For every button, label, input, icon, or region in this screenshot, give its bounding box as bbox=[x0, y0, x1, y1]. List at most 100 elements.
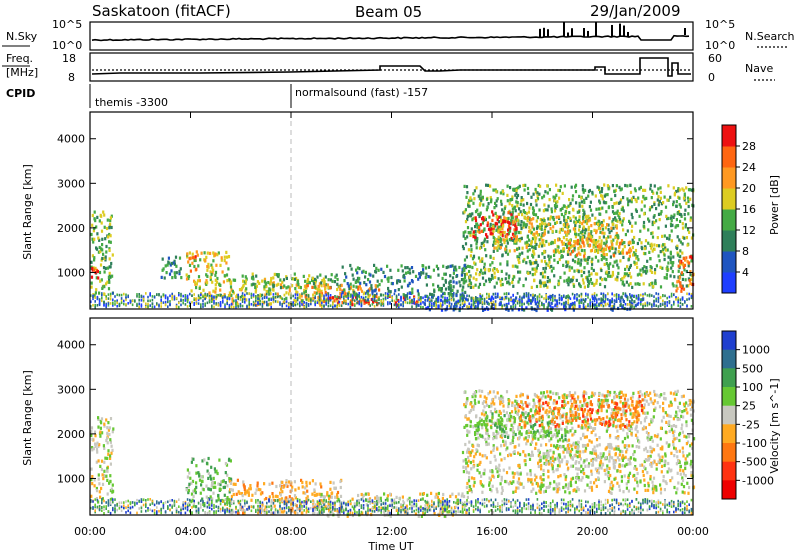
heatmap-cell bbox=[603, 252, 606, 257]
heatmap-cell bbox=[573, 243, 576, 248]
heatmap-cell bbox=[578, 228, 581, 232]
heatmap-cell bbox=[666, 304, 668, 307]
heatmap-cell bbox=[585, 298, 587, 301]
heatmap-cell bbox=[583, 212, 586, 217]
heatmap-cell bbox=[95, 225, 98, 229]
heatmap-cell bbox=[91, 446, 94, 450]
heatmap-cell bbox=[283, 300, 286, 303]
heatmap-cell bbox=[663, 243, 666, 247]
heatmap-cell bbox=[677, 187, 680, 191]
heatmap-cell bbox=[635, 297, 638, 300]
heatmap-cell bbox=[608, 446, 611, 450]
heatmap-cell bbox=[356, 276, 360, 280]
heatmap-cell bbox=[591, 391, 594, 395]
heatmap-cell bbox=[373, 263, 376, 267]
heatmap-cell bbox=[685, 186, 688, 190]
heatmap-cell bbox=[530, 299, 532, 303]
heatmap-cell bbox=[529, 262, 532, 266]
heatmap-cell bbox=[197, 275, 201, 279]
heatmap-cell bbox=[95, 247, 99, 251]
heatmap-cell bbox=[658, 455, 661, 459]
heatmap-cell bbox=[387, 511, 390, 515]
heatmap-cell bbox=[541, 271, 544, 275]
heatmap-cell bbox=[543, 275, 547, 279]
heatmap-cell bbox=[481, 221, 484, 225]
heatmap-cell bbox=[569, 278, 572, 282]
heatmap-cell bbox=[532, 249, 535, 253]
heatmap-cell bbox=[617, 249, 620, 254]
heatmap-cell bbox=[500, 243, 503, 247]
heatmap-cell bbox=[110, 487, 113, 491]
heatmap-cell bbox=[304, 491, 307, 495]
heatmap-cell bbox=[492, 213, 495, 217]
heatmap-cell bbox=[173, 295, 176, 299]
heatmap-cell bbox=[489, 263, 492, 267]
heatmap-cell bbox=[681, 272, 685, 277]
heatmap-cell bbox=[655, 488, 658, 492]
heatmap-cell bbox=[683, 236, 686, 240]
heatmap-cell bbox=[321, 305, 323, 309]
heatmap-cell bbox=[555, 204, 559, 208]
heatmap-cell bbox=[551, 229, 554, 233]
heatmap-cell bbox=[186, 300, 189, 304]
heatmap-cell bbox=[590, 260, 593, 264]
heatmap-cell bbox=[584, 220, 587, 224]
heatmap-cell bbox=[301, 480, 304, 485]
heatmap-cell bbox=[191, 479, 195, 483]
heatmap-cell bbox=[605, 278, 608, 282]
heatmap-cell bbox=[195, 302, 198, 305]
heatmap-cell bbox=[481, 217, 484, 221]
heatmap-cell bbox=[261, 297, 264, 300]
heatmap-cell bbox=[633, 260, 636, 264]
heatmap-cell bbox=[90, 260, 93, 264]
heatmap-cell bbox=[476, 306, 479, 310]
heatmap-cell bbox=[658, 405, 662, 409]
heatmap-cell bbox=[618, 218, 622, 222]
heatmap-cell bbox=[337, 514, 340, 518]
heatmap-cell bbox=[324, 290, 327, 295]
heatmap-cell bbox=[558, 189, 561, 193]
heatmap-cell bbox=[343, 301, 345, 305]
heatmap-cell bbox=[90, 467, 93, 471]
heatmap-cell bbox=[454, 265, 457, 269]
heatmap-cell bbox=[276, 292, 279, 296]
heatmap-cell bbox=[98, 303, 101, 307]
heatmap-cell bbox=[516, 218, 519, 222]
heatmap-cell bbox=[547, 222, 550, 226]
heatmap-cell bbox=[572, 249, 575, 253]
heatmap-cell bbox=[568, 265, 571, 269]
heatmap-cell bbox=[463, 210, 466, 214]
heatmap-cell bbox=[447, 505, 450, 509]
heatmap-cell bbox=[656, 236, 659, 240]
heatmap-cell bbox=[136, 304, 138, 307]
heatmap-cell bbox=[285, 286, 288, 290]
heatmap-cell bbox=[630, 212, 633, 216]
heatmap-cell bbox=[435, 305, 437, 309]
heatmap-cell bbox=[168, 272, 172, 276]
heatmap-cell bbox=[599, 222, 602, 226]
heatmap-cell bbox=[641, 247, 644, 251]
heatmap-cell bbox=[492, 240, 496, 244]
heatmap-cell bbox=[107, 293, 110, 296]
heatmap-cell bbox=[653, 220, 656, 225]
heatmap-cell bbox=[687, 204, 690, 209]
heatmap-cell bbox=[345, 302, 347, 305]
nsky-tick-top: 10^5 bbox=[52, 18, 82, 31]
heatmap-cell bbox=[642, 304, 644, 308]
heatmap-cell bbox=[538, 450, 541, 454]
heatmap-cell bbox=[657, 203, 660, 207]
heatmap-cell bbox=[266, 292, 268, 296]
heatmap-cell bbox=[677, 269, 680, 273]
heatmap-cell bbox=[466, 214, 469, 219]
heatmap-cell bbox=[371, 292, 374, 296]
heatmap-cell bbox=[615, 259, 618, 263]
heatmap-cell bbox=[417, 296, 420, 300]
heatmap-cell bbox=[328, 500, 331, 504]
heatmap-cell bbox=[532, 294, 534, 297]
heatmap-cell bbox=[522, 183, 525, 188]
heatmap-cell bbox=[374, 501, 378, 505]
heatmap-cell bbox=[108, 248, 111, 252]
heatmap-cell bbox=[543, 281, 546, 285]
heatmap-cell bbox=[222, 299, 224, 302]
heatmap-cell bbox=[458, 280, 461, 284]
